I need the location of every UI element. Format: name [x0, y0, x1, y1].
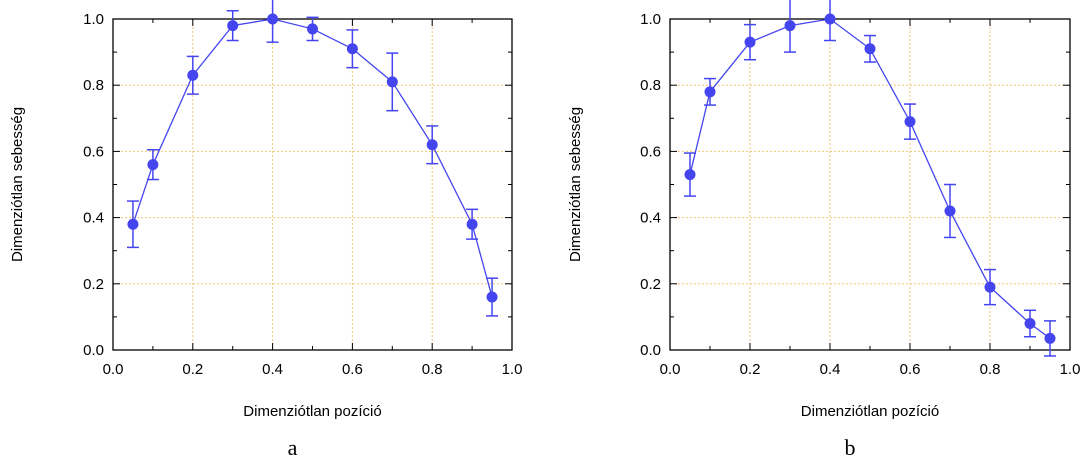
x-tick-label: 0.4	[262, 361, 283, 378]
data-point	[127, 218, 139, 230]
series-line	[132, 18, 493, 298]
data-point	[944, 205, 956, 217]
x-tick-label: 1.0	[502, 361, 523, 378]
panel-label: b	[845, 435, 856, 460]
x-tick-label: 0.0	[103, 361, 124, 378]
data-point	[426, 139, 438, 151]
data-point	[1024, 318, 1036, 330]
x-axis-label: Dimenziótlan pozíció	[243, 403, 381, 420]
data-point	[386, 76, 398, 88]
x-tick-label: 0.2	[182, 361, 203, 378]
data-point	[187, 69, 199, 81]
data-point	[904, 116, 916, 128]
x-tick-label: 0.6	[342, 361, 363, 378]
data-point	[307, 23, 318, 35]
y-tick-label: 1.0	[640, 11, 661, 28]
data-point	[684, 169, 696, 181]
data-point	[824, 13, 836, 25]
y-tick-label: 0.0	[83, 342, 104, 359]
data-point	[346, 43, 358, 55]
data-point	[227, 20, 239, 32]
data-point	[147, 159, 159, 171]
x-tick-label: 0.8	[980, 361, 1001, 378]
y-axis-label: Dimenziótlan sebesség	[9, 107, 26, 262]
y-tick-label: 0.8	[83, 77, 104, 94]
y-tick-label: 0.8	[640, 77, 661, 94]
y-tick-label: 0.2	[640, 276, 661, 293]
y-tick-label: 0.2	[83, 276, 104, 293]
data-point	[486, 291, 498, 303]
data-point	[267, 13, 279, 25]
y-tick-label: 0.6	[83, 143, 104, 160]
plot-frame	[669, 18, 1071, 351]
y-tick-label: 0.6	[640, 143, 661, 160]
data-point	[784, 20, 796, 32]
x-axis-label: Dimenziótlan pozíció	[801, 403, 939, 420]
y-axis-label: Dimenziótlan sebesség	[567, 107, 584, 262]
data-point	[744, 36, 756, 48]
x-tick-label: 0.4	[820, 361, 841, 378]
data-point	[1044, 332, 1056, 344]
series-line	[689, 18, 1051, 339]
chart-panel-a: 0.0 0.2 0.4 0.6 0.8 1.0 0.0 0.2 0.4 0.6 0.8 1.0 Dime…	[9, 0, 522, 460]
data-point	[466, 218, 478, 230]
x-tick-label: 1.0	[1060, 361, 1081, 378]
data-point	[984, 281, 996, 293]
x-tick-label: 0.6	[900, 361, 921, 378]
y-tick-label: 0.4	[83, 210, 104, 227]
data-point	[704, 86, 716, 98]
data-point	[864, 43, 876, 55]
x-tick-label: 0.2	[740, 361, 761, 378]
x-tick-label: 0.8	[422, 361, 443, 378]
chart-panel-b: 0.0 0.2 0.4 0.6 0.8 1.0 0.0 0.2 0.4 0.6 0.8 1.0 Dime…	[567, 0, 1080, 460]
y-tick-label: 0.0	[640, 342, 661, 359]
y-tick-label: 0.4	[640, 210, 661, 227]
panel-label: a	[288, 435, 298, 460]
x-tick-label: 0.0	[660, 361, 681, 378]
y-tick-label: 1.0	[83, 11, 104, 28]
